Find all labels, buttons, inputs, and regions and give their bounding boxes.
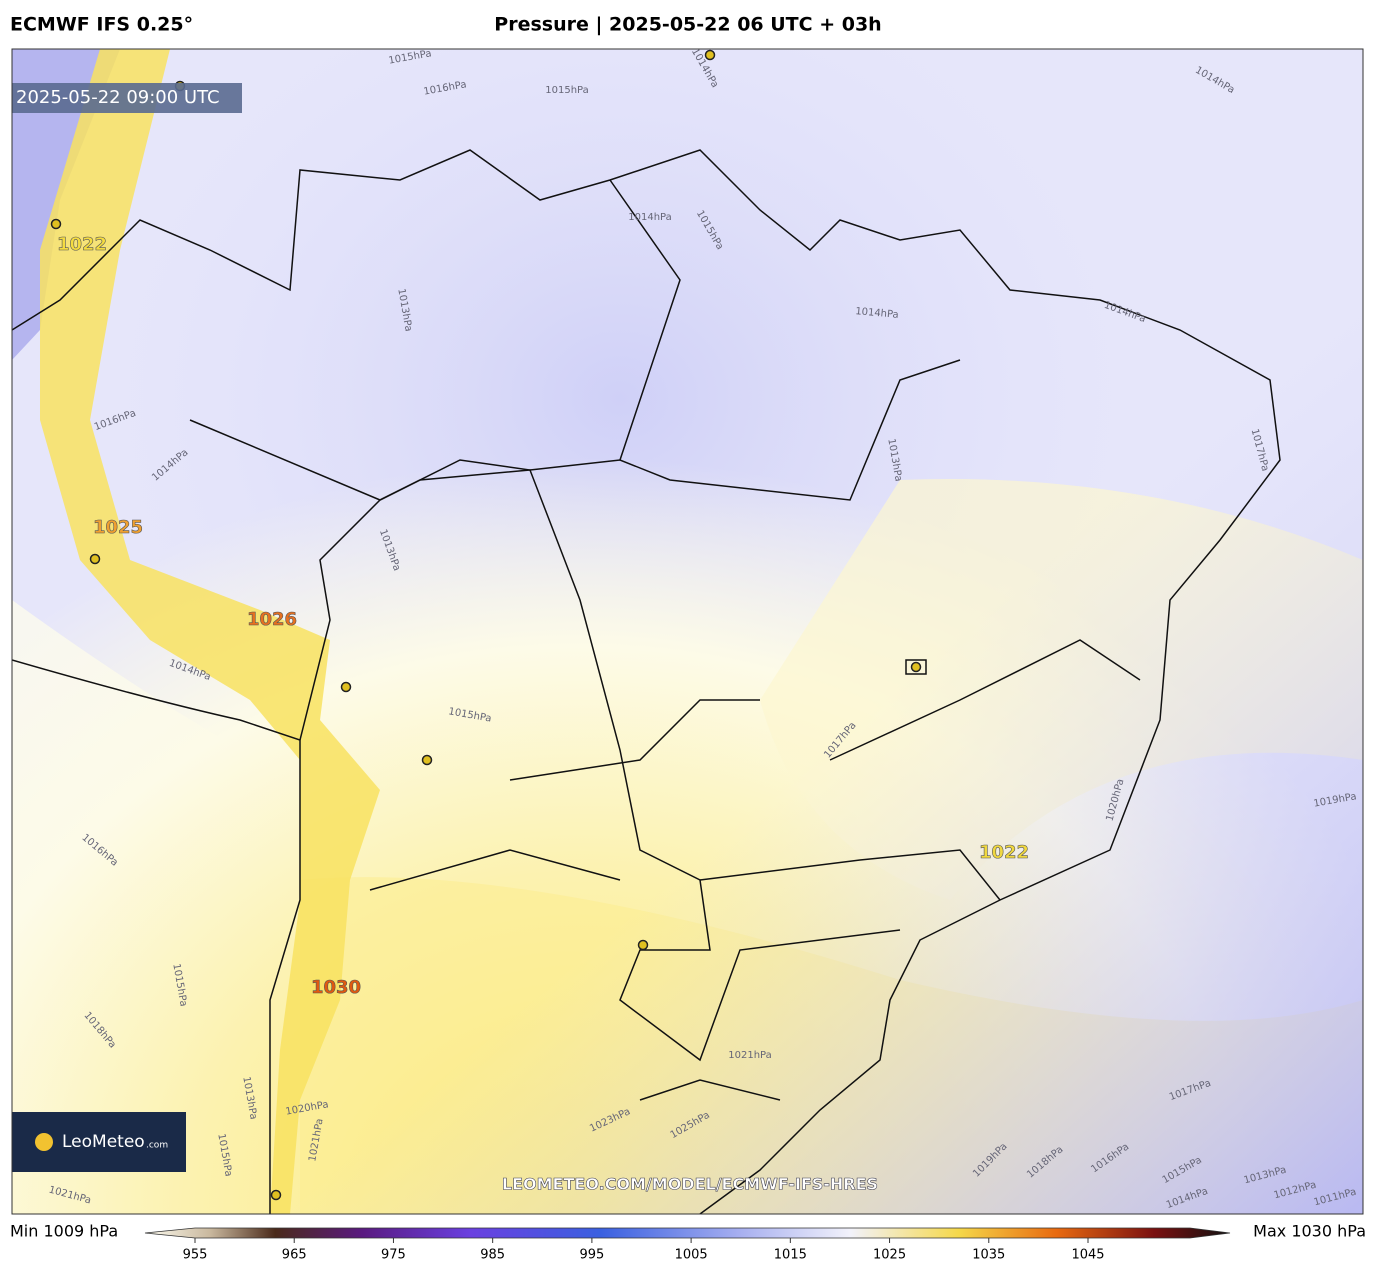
colorbar-tick-label: 1035 [972, 1248, 1005, 1262]
colorbar-tick-label: 975 [381, 1248, 406, 1262]
colorbar-tick-label: 955 [183, 1248, 208, 1262]
max-label: Max 1030 hPa [1253, 1222, 1366, 1241]
pressure-label: 1025 [93, 517, 143, 538]
pressure-label: 1030 [311, 977, 361, 998]
contour-label: 1015hPa [545, 85, 589, 96]
colorbar-tick-label: 995 [579, 1248, 604, 1262]
model-name: ECMWF IFS 0.25° [10, 14, 193, 36]
colorbar-tick-label: 965 [282, 1248, 307, 1262]
contour-label: 1021hPa [728, 1050, 772, 1061]
watermark: LEOMETEO.COM/MODEL/ECMWF-IFS-HRES [502, 1175, 878, 1194]
min-label: Min 1009 hPa [10, 1222, 118, 1241]
logo-name: LeoMeteo [62, 1132, 145, 1152]
colorbar-tick-label: 1005 [675, 1248, 708, 1262]
pressure-label: 1022 [979, 842, 1029, 863]
pressure-label: 1026 [247, 609, 297, 630]
valid-time: 2025-05-22 09:00 UTC [16, 87, 220, 108]
colorbar-tick-label: 1045 [1071, 1248, 1104, 1262]
colorbar-tick-label: 1025 [873, 1248, 906, 1262]
contour-label: 1014hPa [855, 306, 899, 321]
contour-label: 1014hPa [628, 212, 672, 223]
pressure-label: 1022 [57, 234, 107, 255]
borders [12, 149, 1281, 1214]
colorbar-tick-label: 985 [480, 1248, 505, 1262]
colorbar-tick-label: 1015 [774, 1248, 807, 1262]
colorbar [144, 1227, 1231, 1239]
title: Pressure | 2025-05-22 06 UTC + 03h [494, 14, 881, 36]
logo-suffix: .com [146, 1141, 168, 1151]
